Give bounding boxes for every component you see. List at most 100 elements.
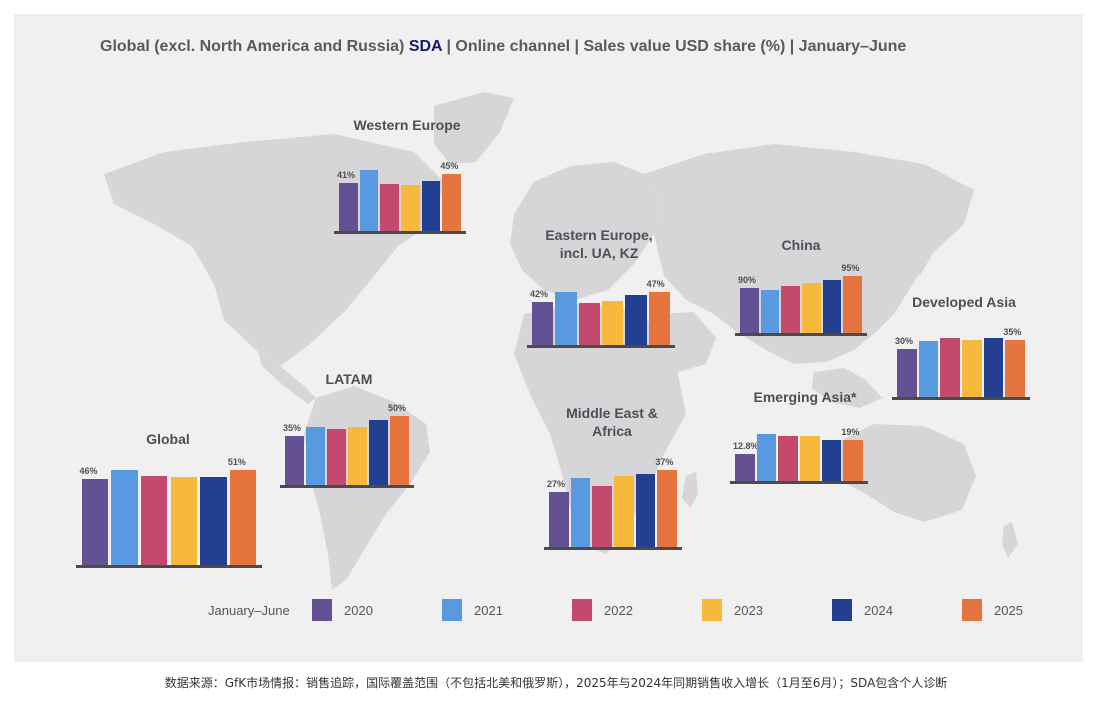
global-bar-2022 <box>140 475 168 565</box>
global-value-label-first: 46% <box>79 466 98 477</box>
china-bar-2020 <box>740 288 759 333</box>
legend-swatch-2021 <box>442 599 462 621</box>
eastern-europe-bar-2020 <box>532 302 554 345</box>
developed-asia-value-label-last: 35% <box>1003 326 1022 337</box>
title-developed-asia: Developed Asia <box>912 294 1016 310</box>
title-latam: LATAM <box>325 371 373 387</box>
emerging-asia-bar-2022 <box>778 436 798 481</box>
world-map <box>104 92 1018 590</box>
global-bar-2024 <box>200 477 227 565</box>
chart-global: 46% 51% <box>76 454 262 568</box>
middle-east-africa-bar-2024 <box>635 474 656 547</box>
middle-east-africa-bar-2022 <box>592 486 612 547</box>
global-bar-2021 <box>111 470 138 565</box>
china-bar-2021 <box>760 289 780 333</box>
legend-swatch-2022 <box>572 599 592 621</box>
china-baseline <box>735 333 867 336</box>
global-bar-2023 <box>170 477 198 565</box>
middle-east-africa-bar-2023 <box>614 476 634 547</box>
middle-east-africa-baseline <box>544 547 682 550</box>
chart-latam: 35% 50% <box>280 400 414 488</box>
middle-east-africa-bar-2021 <box>570 478 591 547</box>
title-highlight-sda: SDA <box>408 38 443 55</box>
chart-emerging-asia: 12.8% 19% <box>730 418 868 484</box>
global-baseline <box>76 565 262 568</box>
emerging-asia-value-label-last: 19% <box>841 427 860 438</box>
latam-baseline <box>280 485 414 488</box>
title-eastern-europe: Eastern Europe, incl. UA, KZ <box>545 227 653 261</box>
legend-label-2025: 2025 <box>994 603 1023 618</box>
western-europe-baseline <box>334 231 466 234</box>
eastern-europe-bar-2022 <box>578 303 600 345</box>
emerging-asia-bar-2021 <box>756 434 777 481</box>
legend-title: January–June <box>208 603 290 618</box>
latam-bar-2024 <box>369 420 388 485</box>
title-western-europe: Western Europe <box>353 117 461 133</box>
china-bar-2024 <box>822 279 842 333</box>
china-bar-2022 <box>781 285 800 333</box>
latam-bar-2023 <box>348 427 367 485</box>
western-europe-bar-2020 <box>339 182 358 231</box>
chart-eastern-europe: 42% 47% <box>527 276 675 348</box>
latam-bar-2025 <box>390 416 409 485</box>
latam-bar-2021 <box>306 427 325 485</box>
eastern-europe-value-label-last: 47% <box>646 279 665 289</box>
legend-label-2022: 2022 <box>604 603 633 618</box>
global-bar-2020 <box>81 479 109 565</box>
title-middle-east-africa: Middle East & Africa <box>566 405 658 439</box>
chart-china: 90% 95% <box>735 260 867 336</box>
developed-asia-bar-2020 <box>897 349 917 397</box>
eastern-europe-baseline <box>527 345 675 348</box>
eastern-europe-bar-2021 <box>555 292 577 345</box>
legend-label-2020: 2020 <box>344 603 373 618</box>
developed-asia-bar-2021 <box>918 341 939 397</box>
global-bar-2025 <box>229 470 257 565</box>
latam-value-label-first: 35% <box>283 422 302 433</box>
legend-swatch-2024 <box>832 599 852 621</box>
middle-east-africa-bar-2025 <box>657 470 677 547</box>
developed-asia-bar-2025 <box>1005 339 1025 397</box>
title-text-before: Global (excl. North America and Russia) <box>100 38 405 55</box>
latam-bar-2022 <box>327 428 346 485</box>
title-global: Global <box>146 431 190 447</box>
legend-label-2023: 2023 <box>734 603 763 618</box>
china-value-label-last: 95% <box>841 263 860 273</box>
legend-swatch-2023 <box>702 599 722 621</box>
chart-panel: Global (excl. North America and Russia) … <box>14 14 1083 662</box>
china-bar-2025 <box>843 276 862 333</box>
developed-asia-value-label-first: 30% <box>895 336 914 347</box>
developed-asia-bar-2023 <box>962 339 982 397</box>
western-europe-bar-2023 <box>401 185 420 231</box>
emerging-asia-value-label-first: 12.8% <box>733 440 759 451</box>
developed-asia-bar-2024 <box>983 338 1004 397</box>
emerging-asia-bar-2023 <box>800 436 820 481</box>
legend: January–June 2020 2021 2022 2023 2024 20… <box>208 596 1048 626</box>
source-note: 数据来源：GfK市场情报：销售追踪，国际覆盖范围（不包括北美和俄罗斯），2025… <box>164 676 948 690</box>
emerging-asia-bar-2025 <box>843 440 863 481</box>
emerging-asia-bar-2024 <box>821 440 842 481</box>
chart-developed-asia: 30% 35% <box>892 322 1030 400</box>
developed-asia-bar-2022 <box>940 338 960 397</box>
chart-western-europe: 41% 45% <box>334 154 466 234</box>
western-europe-bar-2022 <box>380 184 399 231</box>
latam-bar-2020 <box>285 435 304 485</box>
western-europe-bar-2025 <box>442 173 461 231</box>
middle-east-africa-value-label-last: 37% <box>655 457 674 467</box>
title-china: China <box>781 237 821 253</box>
latam-value-label-last: 50% <box>388 403 407 413</box>
legend-swatch-2020 <box>312 599 332 621</box>
chart-title: Global (excl. North America and Russia) … <box>100 38 906 56</box>
western-europe-bar-2021 <box>359 170 379 231</box>
emerging-asia-bar-2020 <box>735 453 755 481</box>
eastern-europe-value-label-first: 42% <box>530 289 549 300</box>
middle-east-africa-bar-2020 <box>549 492 569 547</box>
global-value-label-last: 51% <box>227 457 246 467</box>
title-text-after: | Online channel | Sales value USD share… <box>446 38 907 55</box>
western-europe-value-label-last: 45% <box>440 160 459 171</box>
emerging-asia-baseline <box>730 481 868 484</box>
western-europe-bar-2024 <box>421 180 441 231</box>
chart-middle-east-africa: 27% 37% <box>544 454 682 550</box>
title-emerging-asia: Emerging Asia* <box>753 389 857 405</box>
western-europe-value-label-first: 41% <box>337 169 356 180</box>
legend-label-2024: 2024 <box>864 603 893 618</box>
